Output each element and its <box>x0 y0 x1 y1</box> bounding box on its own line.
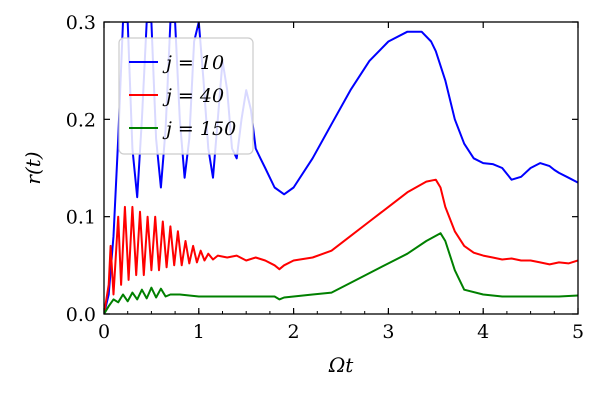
legend-label-0: j = 10 <box>162 52 224 74</box>
legend-label-1: j = 40 <box>162 85 224 107</box>
y-axis-label: r(t) <box>21 151 45 184</box>
x-axis-label: Ωt <box>328 353 355 377</box>
legend-box <box>118 37 254 155</box>
x-tick-label: 1 <box>193 321 205 343</box>
x-tick-label: 3 <box>382 321 394 343</box>
series-line-1 <box>104 178 578 314</box>
x-tick-label: 4 <box>477 321 489 343</box>
legend: j = 10 j = 40 j = 150 <box>118 37 254 155</box>
x-tick-label: 2 <box>288 321 300 343</box>
legend-label-2: j = 150 <box>162 118 236 140</box>
y-tick-label: 0.3 <box>66 12 96 34</box>
y-tick-label: 0.1 <box>66 207 96 229</box>
x-tick-label: 5 <box>572 321 584 343</box>
y-tick-label: 0.0 <box>66 304 96 326</box>
y-tick-label: 0.2 <box>66 109 96 131</box>
axis-ticks: 0 1 2 3 4 5 0.0 0.1 0.2 0.3 <box>66 12 584 343</box>
x-tick-label: 0 <box>98 321 110 343</box>
series-line-2 <box>104 232 578 314</box>
